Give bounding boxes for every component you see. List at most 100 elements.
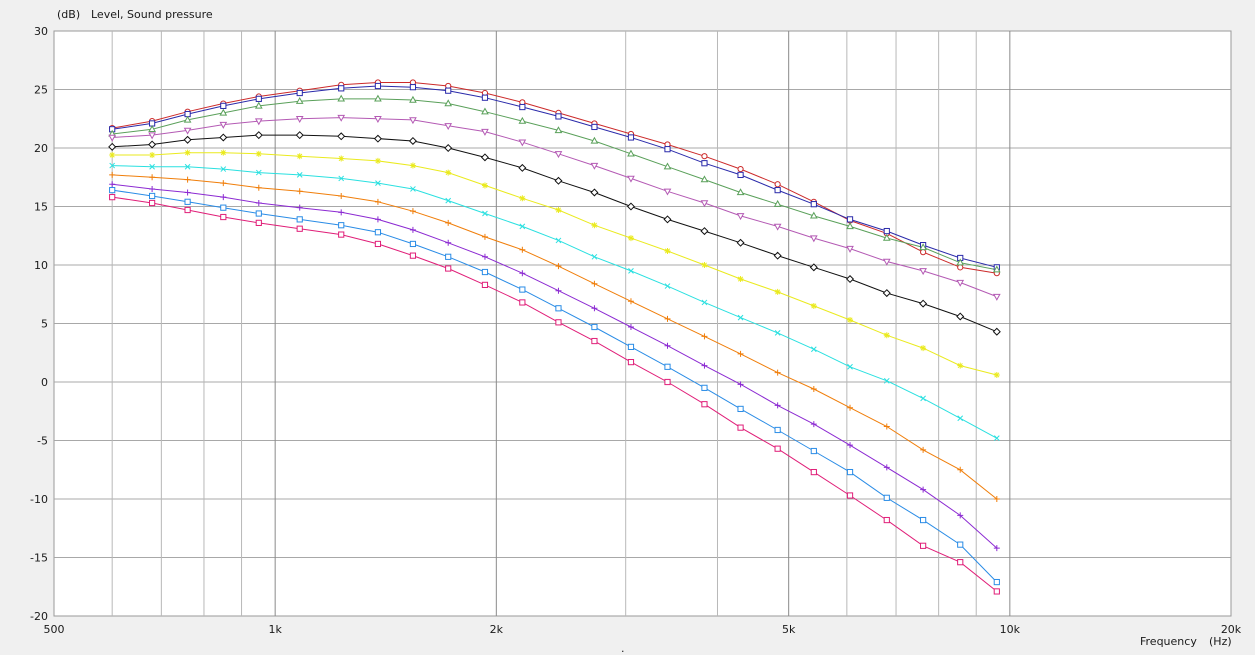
data-point-s10: [184, 206, 191, 214]
data-point-s4: [373, 134, 382, 143]
data-point-s5: [737, 276, 744, 283]
data-point-s7: [993, 496, 1000, 502]
data-point-s2: [663, 162, 672, 170]
data-point-s10: [409, 252, 417, 259]
data-point-s8: [409, 226, 416, 233]
data-point-s10: [220, 213, 227, 221]
data-point-s9: [338, 222, 345, 229]
data-point-s8: [664, 342, 671, 349]
data-point-s7: [481, 233, 488, 240]
data-point-s4: [846, 275, 855, 284]
data-point-s0: [774, 181, 781, 188]
data-point-s10: [810, 468, 817, 476]
data-point-s3: [337, 114, 346, 122]
data-point-s7: [109, 171, 116, 178]
data-point-s10: [555, 319, 562, 326]
data-point-s2: [627, 149, 635, 157]
data-point-s6: [883, 377, 890, 384]
data-point-s2: [554, 126, 563, 134]
data-point-s1: [445, 87, 452, 94]
data-point-s7: [664, 315, 671, 322]
data-point-s9: [993, 578, 1000, 586]
y-axis-unit: (dB): [57, 8, 80, 21]
data-point-s6: [375, 180, 381, 186]
data-point-s4: [663, 215, 672, 224]
data-point-s7: [847, 404, 854, 411]
data-point-s2: [444, 99, 453, 107]
data-point-s10: [149, 199, 156, 207]
data-point-s4: [700, 227, 709, 236]
data-point-s10: [920, 542, 927, 549]
data-point-s10: [296, 225, 303, 232]
data-point-s10: [701, 401, 708, 408]
data-point-s9: [701, 384, 708, 391]
data-point-s5: [409, 162, 416, 169]
data-point-s5: [296, 153, 303, 160]
marker-group: [108, 79, 1001, 595]
data-point-s2: [846, 222, 854, 230]
data-point-s4: [254, 131, 263, 140]
data-point-s4: [219, 133, 228, 142]
data-point-s9: [555, 305, 562, 312]
data-point-s4: [956, 312, 965, 321]
data-point-s5: [481, 182, 488, 189]
data-point-s8: [774, 402, 781, 409]
data-point-s7: [338, 192, 345, 199]
data-point-s5: [627, 235, 634, 242]
data-point-s5: [774, 288, 781, 295]
data-point-s2: [518, 116, 527, 124]
data-point-s1: [846, 216, 854, 223]
data-point-s7: [519, 246, 526, 253]
data-point-s4: [882, 289, 891, 298]
data-point-s3: [700, 200, 709, 208]
data-point-s2: [882, 233, 891, 241]
data-point-s10: [846, 492, 854, 499]
data-point-s9: [774, 426, 781, 434]
data-point-s8: [109, 181, 116, 188]
data-point-s9: [296, 216, 303, 223]
data-point-s8: [184, 189, 191, 196]
data-point-s7: [737, 350, 744, 357]
x-tick-label: 20k: [1221, 623, 1242, 636]
data-point-s1: [519, 103, 526, 111]
data-point-s7: [445, 219, 452, 226]
data-point-s8: [847, 442, 854, 449]
data-point-s6: [555, 237, 562, 244]
data-point-s1: [664, 146, 671, 153]
data-point-s2: [219, 108, 228, 116]
data-point-s10: [993, 588, 1000, 595]
data-point-s9: [627, 343, 635, 350]
data-point-s2: [700, 175, 709, 183]
data-point-s2: [254, 101, 263, 109]
data-point-s6: [296, 172, 303, 178]
data-point-s4: [992, 327, 1001, 336]
bottom-marker: .: [621, 642, 625, 655]
y-tick-label: 10: [34, 259, 48, 272]
data-point-s2: [956, 258, 965, 266]
y-tick-label: 30: [34, 25, 48, 38]
x-tick-label: 10k: [1000, 623, 1021, 636]
data-point-s8: [957, 512, 964, 519]
data-point-s7: [591, 280, 598, 287]
data-point-s7: [920, 446, 927, 453]
data-point-s1: [737, 171, 744, 179]
x-tick-label: 5k: [782, 623, 796, 636]
data-point-s5: [220, 149, 227, 156]
data-point-s5: [149, 152, 156, 159]
data-point-s0: [957, 264, 964, 271]
data-point-s3: [956, 279, 965, 287]
data-point-s4: [337, 132, 346, 141]
data-point-s7: [555, 263, 562, 270]
data-point-s9: [109, 187, 116, 194]
data-point-s9: [957, 541, 964, 548]
data-point-s7: [883, 423, 890, 430]
data-point-s3: [481, 128, 489, 136]
data-point-s7: [957, 466, 964, 473]
data-point-s5: [810, 302, 817, 309]
data-point-s4: [108, 142, 117, 151]
data-point-s8: [374, 216, 381, 223]
data-point-s6: [338, 175, 345, 182]
data-point-s5: [184, 149, 191, 156]
data-point-s3: [183, 127, 192, 135]
data-point-s6: [957, 415, 964, 422]
